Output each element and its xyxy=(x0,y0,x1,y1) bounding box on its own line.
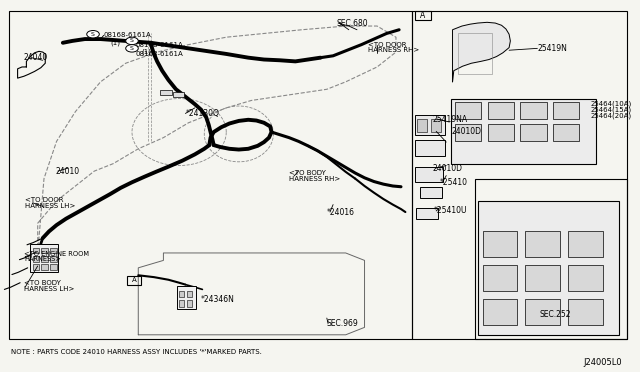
Text: A: A xyxy=(420,12,426,20)
Bar xyxy=(520,102,547,119)
Text: 25419N: 25419N xyxy=(538,44,567,53)
Text: 25464(20A): 25464(20A) xyxy=(591,112,632,119)
Text: <TO BODY: <TO BODY xyxy=(289,170,326,176)
Text: (1): (1) xyxy=(141,49,152,55)
Bar xyxy=(33,256,39,262)
Bar xyxy=(42,256,48,262)
Bar xyxy=(488,124,514,141)
Text: SEC.969: SEC.969 xyxy=(327,319,358,328)
Text: <TO BODY: <TO BODY xyxy=(24,280,61,286)
Text: 24010: 24010 xyxy=(55,167,79,176)
Bar xyxy=(179,291,184,297)
Bar xyxy=(525,231,560,257)
Text: *25410U: *25410U xyxy=(434,206,467,215)
Text: S: S xyxy=(130,46,134,51)
Bar xyxy=(127,276,141,285)
Bar xyxy=(415,140,445,156)
Bar xyxy=(416,208,438,219)
Bar xyxy=(431,119,440,132)
Bar xyxy=(568,231,603,257)
Bar xyxy=(179,300,184,307)
Bar xyxy=(483,231,517,257)
Text: HARNESS RH>: HARNESS RH> xyxy=(367,47,419,53)
Text: 08168-6161A: 08168-6161A xyxy=(135,51,183,57)
Circle shape xyxy=(125,45,138,52)
Text: 24040: 24040 xyxy=(24,53,48,62)
Text: SEC.680: SEC.680 xyxy=(336,19,368,28)
Bar xyxy=(188,300,193,307)
Bar xyxy=(458,33,492,74)
Text: 24010D: 24010D xyxy=(433,164,463,173)
Bar xyxy=(455,102,481,119)
Text: HARNESS RH>: HARNESS RH> xyxy=(289,176,340,182)
Bar xyxy=(415,115,445,135)
Bar xyxy=(455,124,481,141)
Bar xyxy=(553,124,579,141)
Polygon shape xyxy=(452,22,510,82)
Text: 08168-6161A: 08168-6161A xyxy=(135,42,183,48)
Text: HARNESS LH>: HARNESS LH> xyxy=(25,203,76,209)
Circle shape xyxy=(125,37,138,45)
Bar xyxy=(477,201,619,335)
Text: <TO DOOR: <TO DOOR xyxy=(25,197,63,203)
Text: HARNESS>: HARNESS> xyxy=(24,256,61,262)
Bar xyxy=(42,264,48,270)
Bar xyxy=(177,286,196,309)
Text: (1): (1) xyxy=(110,39,120,46)
Bar xyxy=(33,264,39,270)
Text: S: S xyxy=(91,32,95,37)
Bar xyxy=(520,124,547,141)
Text: *24016: *24016 xyxy=(327,208,355,217)
Text: <TO DOOR: <TO DOOR xyxy=(367,42,406,48)
Bar xyxy=(51,264,56,270)
Text: 25464(15A): 25464(15A) xyxy=(591,106,632,113)
Bar xyxy=(415,11,431,20)
Text: 25464(10A): 25464(10A) xyxy=(591,101,632,108)
Text: S: S xyxy=(130,38,134,44)
Text: *25410: *25410 xyxy=(440,178,468,187)
Bar xyxy=(412,11,627,339)
Text: NOTE : PARTS CODE 24010 HARNESS ASSY INCLUDES '*'MARKED PARTS.: NOTE : PARTS CODE 24010 HARNESS ASSY INC… xyxy=(12,349,262,355)
Bar xyxy=(420,187,442,198)
Text: 25419NA: 25419NA xyxy=(433,115,468,124)
Bar xyxy=(33,248,39,253)
Bar xyxy=(568,265,603,291)
Bar xyxy=(525,265,560,291)
Bar xyxy=(51,248,56,253)
Bar xyxy=(525,299,560,325)
Bar xyxy=(553,102,579,119)
Circle shape xyxy=(87,31,99,38)
Bar xyxy=(188,291,193,297)
Text: *24346N: *24346N xyxy=(201,295,235,304)
Bar xyxy=(483,265,517,291)
Text: SEC.252: SEC.252 xyxy=(540,310,571,319)
Bar xyxy=(488,102,514,119)
Bar xyxy=(160,90,172,95)
Text: *24130Q: *24130Q xyxy=(186,109,220,118)
Text: <TO ENGINE ROOM: <TO ENGINE ROOM xyxy=(24,251,89,257)
Bar xyxy=(42,248,48,253)
Text: HARNESS LH>: HARNESS LH> xyxy=(24,286,74,292)
Bar xyxy=(173,92,184,97)
Text: J24005L0: J24005L0 xyxy=(584,358,622,367)
Bar xyxy=(568,299,603,325)
Bar xyxy=(10,11,412,339)
Bar xyxy=(483,299,517,325)
Bar xyxy=(417,119,427,132)
Bar xyxy=(30,244,58,272)
Bar xyxy=(451,99,596,164)
Bar xyxy=(51,256,56,262)
Bar xyxy=(474,179,627,339)
Bar xyxy=(415,167,443,182)
Text: A: A xyxy=(131,278,136,283)
Text: 08168-6161A: 08168-6161A xyxy=(104,32,152,38)
Text: 24010D: 24010D xyxy=(451,127,481,136)
